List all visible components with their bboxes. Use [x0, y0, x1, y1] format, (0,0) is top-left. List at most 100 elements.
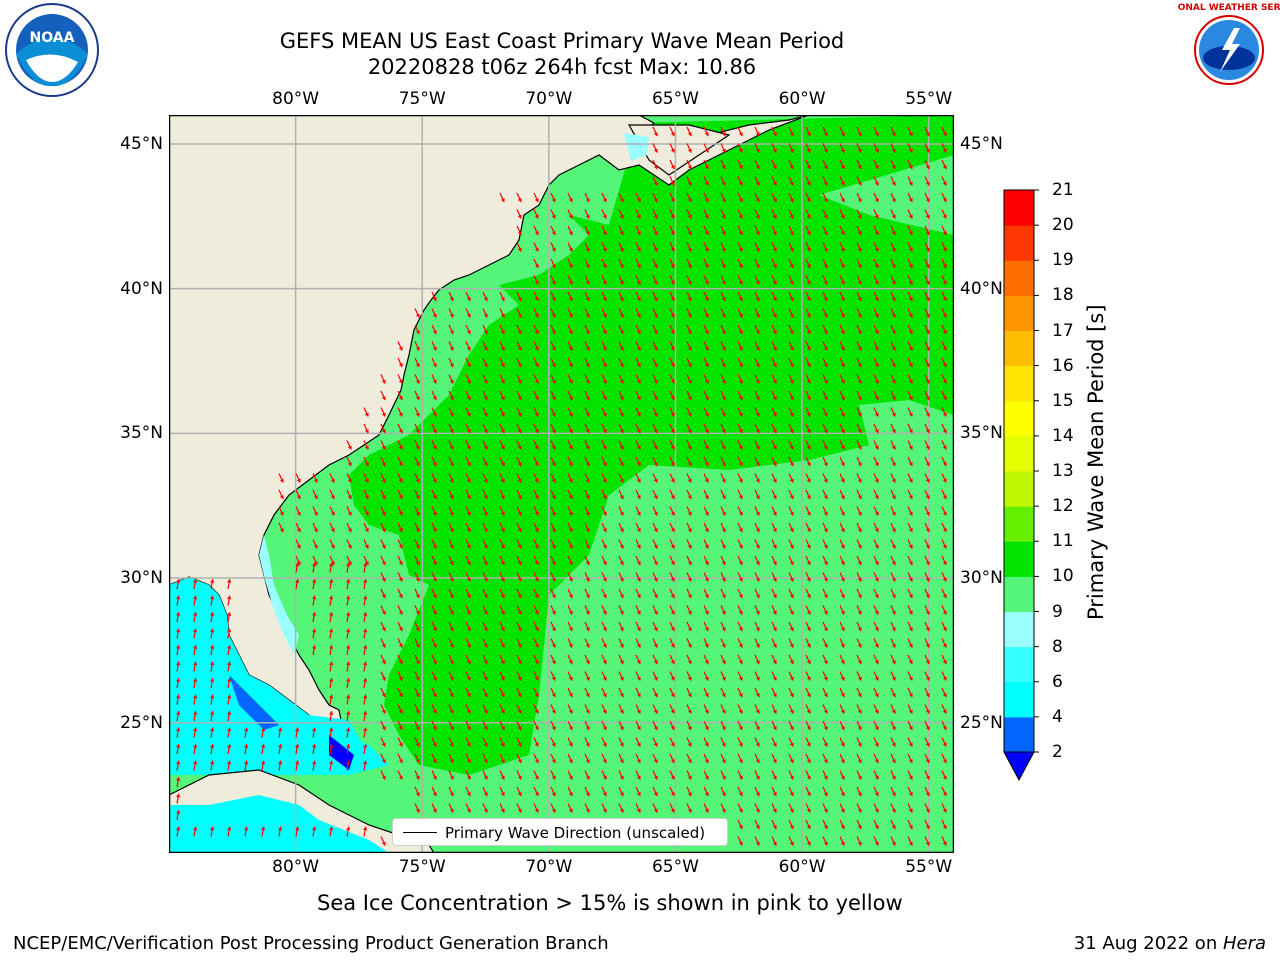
wave-arrow-head — [687, 330, 692, 335]
wave-arrow-head — [296, 544, 301, 549]
wave-arrow-head — [806, 726, 811, 731]
wave-arrow-head — [517, 528, 522, 533]
wave-arrow-head — [755, 396, 760, 401]
wave-arrow-head — [619, 346, 624, 351]
wave-arrow-head — [823, 709, 828, 714]
wave-arrow-head — [227, 711, 232, 715]
wave-arrow-head — [483, 511, 488, 516]
wave-arrow-head — [806, 528, 811, 533]
wave-arrow-head — [721, 363, 726, 368]
wave-arrow-head — [840, 346, 845, 351]
wave-arrow-head — [704, 643, 709, 648]
wave-arrow-head — [244, 760, 249, 765]
wave-arrow-head — [534, 280, 539, 285]
wave-arrow-head — [721, 330, 726, 335]
wave-arrow-head — [789, 429, 794, 434]
wave-arrow-head — [772, 462, 777, 467]
wave-arrow-head — [602, 214, 607, 219]
wave-arrow-head — [806, 825, 811, 830]
colorbar-level-label: 21 — [1052, 180, 1074, 200]
wave-arrow-head — [517, 214, 522, 219]
wave-arrow-head — [772, 841, 777, 846]
wave-arrow-head — [500, 528, 505, 533]
wave-arrow-head — [432, 759, 437, 764]
wave-arrow-head — [551, 775, 556, 780]
wave-arrow-head — [466, 610, 471, 615]
wave-arrow-head — [789, 759, 794, 764]
wave-arrow-head — [432, 709, 437, 714]
wave-arrow-head — [806, 198, 811, 203]
wave-arrow-head — [534, 198, 539, 203]
period-9-10-patch-2 — [819, 155, 954, 235]
wave-arrow-head — [176, 678, 181, 682]
wave-arrow-head — [687, 297, 692, 302]
wave-arrow-head — [500, 660, 505, 665]
wave-arrow-head — [857, 825, 862, 830]
wave-arrow-head — [619, 528, 624, 533]
wave-arrow-head — [636, 363, 641, 368]
wave-arrow-head — [908, 214, 913, 219]
colorbar-level-label: 11 — [1052, 531, 1074, 552]
wave-arrow-head — [244, 727, 249, 732]
wave-arrow-head — [857, 297, 862, 302]
wave-arrow-head — [874, 808, 879, 813]
wave-arrow-head — [738, 429, 743, 434]
colorbar-bin — [1004, 576, 1034, 612]
wave-arrow-head — [687, 693, 692, 698]
wave-arrow-head — [908, 511, 913, 516]
wave-arrow-head — [687, 544, 692, 549]
wave-arrow-head — [908, 132, 913, 137]
wave-arrow-head — [670, 627, 675, 632]
wave-arrow-head — [755, 429, 760, 434]
colorbar-level-label: 16 — [1052, 355, 1074, 376]
wave-arrow-head — [585, 280, 590, 285]
wave-arrow-head — [364, 429, 369, 434]
wave-arrow-head — [551, 544, 556, 549]
colorbar-bin — [1004, 190, 1034, 226]
wave-arrow-head — [908, 231, 913, 236]
wave-arrow-head — [823, 346, 828, 351]
wave-arrow-head — [653, 165, 658, 170]
wave-arrow-head — [619, 676, 624, 681]
lon-tick-label: 55°W — [905, 89, 953, 109]
wave-arrow-head — [687, 363, 692, 368]
wave-arrow-head — [398, 610, 403, 615]
wave-arrow-head — [432, 495, 437, 500]
wave-arrow-head — [568, 792, 573, 797]
wave-arrow-head — [942, 214, 947, 219]
wave-arrow-head — [789, 709, 794, 714]
wave-arrow-head — [466, 379, 471, 384]
wave-arrow-head — [755, 676, 760, 681]
wave-arrow-head — [857, 808, 862, 813]
wave-arrow-head — [840, 742, 845, 747]
wave-arrow-head — [772, 280, 777, 285]
wave-arrow-head — [891, 247, 896, 252]
wave-arrow-head — [721, 297, 726, 302]
wave-arrow-head — [755, 198, 760, 203]
wave-arrow-head — [346, 595, 351, 600]
wave-arrow-head — [466, 792, 471, 797]
wave-arrow-head — [585, 478, 590, 483]
wave-arrow-head — [874, 825, 879, 830]
wave-arrow-head — [738, 478, 743, 483]
wave-arrow-head — [840, 528, 845, 533]
wave-arrow-head — [381, 759, 386, 764]
wave-arrow-head — [534, 792, 539, 797]
wave-arrow-head — [415, 660, 420, 665]
wave-arrow-head — [738, 742, 743, 747]
wave-arrow-head — [585, 511, 590, 516]
wave-arrow-head — [329, 727, 334, 732]
wave-arrow-head — [176, 727, 181, 732]
wave-arrow-head — [551, 198, 556, 203]
lat-tick-label: 35°N — [960, 423, 1003, 444]
wave-arrow-head — [857, 313, 862, 318]
wave-arrow-head — [670, 792, 675, 797]
wave-arrow-head — [483, 577, 488, 582]
wave-arrow-head — [585, 660, 590, 665]
wave-arrow-head — [619, 610, 624, 615]
wave-arrow-head — [568, 742, 573, 747]
wave-arrow-head — [500, 445, 505, 450]
wave-arrow-head — [908, 198, 913, 203]
wave-arrow-head — [755, 478, 760, 483]
wave-arrow-head — [670, 412, 675, 417]
